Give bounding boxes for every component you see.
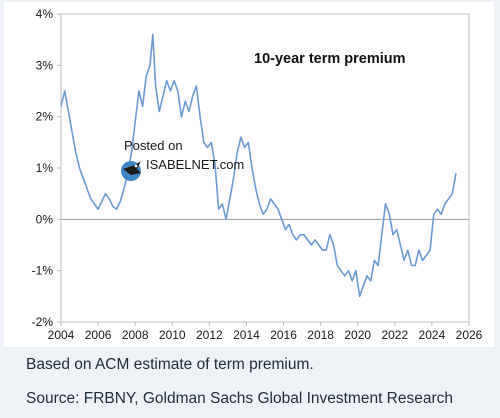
y-tick-label: 3% xyxy=(36,58,54,72)
plot-area: -2% -1% 0% 1% 2% 3% 4% 2004 2006 2008 2010 2012 201… xyxy=(32,7,483,342)
x-tick-label: 2008 xyxy=(122,328,149,342)
x-tick-label: 2026 xyxy=(456,328,483,342)
y-tick-label: -2% xyxy=(32,315,54,329)
x-tick-label: 2024 xyxy=(419,328,446,342)
x-tick-label: 2010 xyxy=(159,328,186,342)
x-tick-label: 2006 xyxy=(85,328,112,342)
chart-title: 10-year term premium xyxy=(254,51,406,67)
term-premium-chart: -2% -1% 0% 1% 2% 3% 4% 2004 2006 2008 2010 2012 201… xyxy=(32,7,483,342)
bird-logo-icon xyxy=(121,161,141,181)
watermark: Posted on ISABELNET.com xyxy=(121,138,244,181)
watermark-line2: ISABELNET.com xyxy=(146,157,244,172)
x-tick-label: 2014 xyxy=(233,328,260,342)
x-tick-label: 2004 xyxy=(48,328,75,342)
x-tick-label: 2012 xyxy=(196,328,223,342)
y-axis: -2% -1% 0% 1% 2% 3% 4% xyxy=(32,7,61,329)
x-tick-label: 2022 xyxy=(381,328,408,342)
chart-note: Based on ACM estimate of term premium. xyxy=(26,356,314,373)
x-tick-label: 2016 xyxy=(270,328,297,342)
y-tick-label: -1% xyxy=(32,264,54,278)
chart-source: Source: FRBNY, Goldman Sachs Global Inve… xyxy=(26,390,454,407)
y-tick-label: 2% xyxy=(36,110,54,124)
series-line-term-premium xyxy=(60,33,457,298)
x-axis: 2004 2006 2008 2010 2012 2014 2016 2018 2020 2022… xyxy=(48,322,483,342)
y-tick-label: 1% xyxy=(36,161,54,175)
watermark-line1: Posted on xyxy=(124,138,183,153)
x-tick-label: 2018 xyxy=(307,328,334,342)
x-tick-label: 2020 xyxy=(344,328,371,342)
y-tick-label: 4% xyxy=(36,7,54,21)
y-tick-label: 0% xyxy=(36,212,54,226)
chart-card: -2% -1% 0% 1% 2% 3% 4% 2004 2006 2008 2010 2012 201… xyxy=(4,2,494,347)
